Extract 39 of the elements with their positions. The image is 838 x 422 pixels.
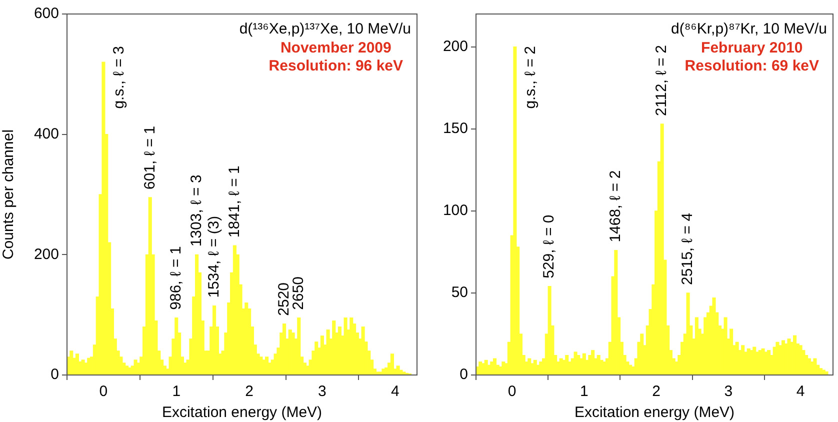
annotation: 601, ℓ = 1 <box>141 126 158 190</box>
annotation: 529, ℓ = 0 <box>540 214 558 278</box>
x-tick-label: 3 <box>724 383 733 400</box>
chart-title: d(⁸⁶Kr,p)⁸⁷Kr, 10 MeV/u <box>671 20 827 38</box>
x-tick-label: 1 <box>580 383 588 400</box>
annotation: 2520 <box>275 282 292 316</box>
annotation: 2112, ℓ = 2 <box>653 45 670 116</box>
y-tick-label: 600 <box>34 5 59 22</box>
x-tick-label: 3 <box>318 383 326 400</box>
y-axis-title: Counts per channel <box>0 129 18 260</box>
annotation: g.s., ℓ = 2 <box>522 46 540 109</box>
annotation: 2515, ℓ = 4 <box>679 212 696 285</box>
text: February 2010 Resolution: 69 keV <box>684 40 819 75</box>
annotation: 1303, ℓ = 3 <box>188 174 205 247</box>
annotation: g.s., ℓ = 3 <box>110 46 128 109</box>
annotation: 1534, ℓ = (3) <box>205 216 222 298</box>
x-tick-label: 4 <box>796 383 805 400</box>
y-tick-label: 0 <box>460 366 468 384</box>
text: November 2009 Resolution: 96 keV <box>268 40 403 75</box>
annotation: 986, ℓ = 1 <box>168 246 185 310</box>
x-tick-label: 1 <box>172 383 181 400</box>
x-tick-label: 0 <box>99 383 108 400</box>
x-axis-title: Excitation energy (MeV) <box>574 404 735 422</box>
x-axis-title: Excitation energy (MeV) <box>162 404 322 422</box>
x-tick-label: 4 <box>390 383 400 400</box>
y-tick-label: 150 <box>442 120 468 138</box>
annotation: 1841, ℓ = 1 <box>226 166 243 238</box>
annotation: 1468, ℓ = 2 <box>607 170 624 242</box>
x-tick-label: 0 <box>508 383 516 400</box>
y-tick-label: 0 <box>50 366 59 384</box>
x-tick-label: 2 <box>245 383 254 400</box>
y-tick-label: 100 <box>442 202 468 220</box>
y-tick-label: 200 <box>442 38 468 55</box>
y-tick-label: 400 <box>34 125 59 142</box>
y-tick-label: 200 <box>34 246 59 263</box>
x-tick-label: 2 <box>652 383 660 400</box>
y-tick-label: 50 <box>451 284 468 302</box>
annotation: 2650 <box>290 276 308 310</box>
text: d(¹³⁶Xe,p)¹³⁷Xe, 10 MeV/u <box>239 20 411 38</box>
